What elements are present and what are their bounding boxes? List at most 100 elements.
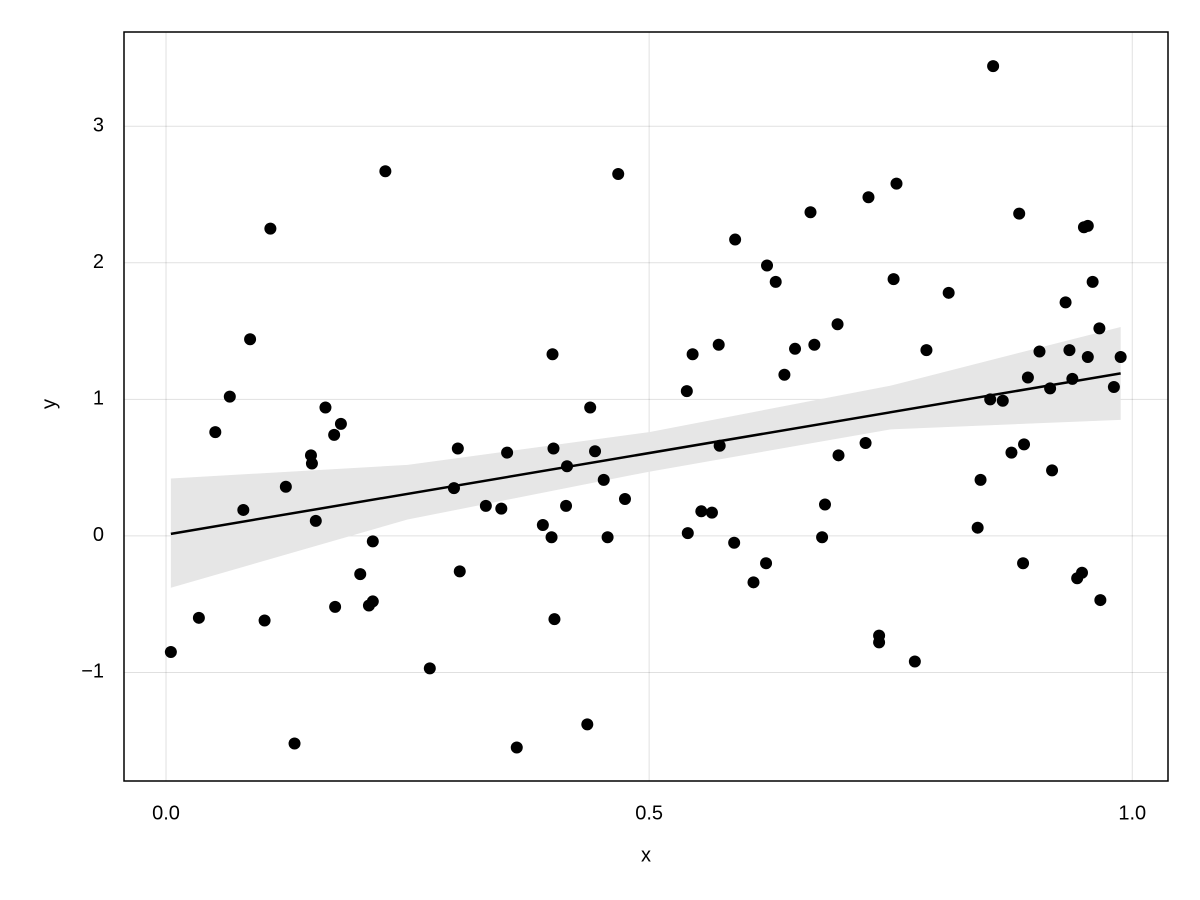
point	[258, 614, 271, 627]
point	[778, 368, 791, 381]
point	[618, 493, 631, 506]
point	[1086, 275, 1099, 288]
y-axis-label: y	[38, 399, 60, 409]
point	[873, 636, 886, 649]
point	[859, 437, 872, 450]
point	[319, 401, 332, 414]
point	[984, 393, 997, 406]
point	[536, 518, 549, 531]
point	[769, 275, 782, 288]
point	[816, 531, 829, 544]
point	[561, 460, 574, 473]
point	[334, 417, 347, 430]
point	[597, 473, 610, 486]
point	[309, 514, 322, 527]
point	[1013, 207, 1026, 220]
point	[705, 506, 718, 519]
point	[728, 536, 741, 549]
point	[501, 446, 514, 459]
point	[1059, 296, 1072, 309]
point	[192, 611, 205, 624]
point	[328, 428, 341, 441]
point	[1005, 446, 1018, 459]
x-tick-label: 0.0	[152, 802, 180, 824]
point	[329, 600, 342, 613]
point	[1066, 372, 1079, 385]
point	[354, 568, 367, 581]
y-tick-label: 2	[93, 251, 104, 273]
point	[279, 480, 292, 493]
point	[1107, 381, 1120, 394]
point	[862, 191, 875, 204]
point	[288, 737, 301, 750]
point	[712, 338, 725, 351]
point	[680, 385, 693, 398]
point	[942, 286, 955, 299]
point	[1017, 557, 1030, 570]
point	[681, 527, 694, 540]
x-axis-label: x	[641, 844, 651, 866]
point	[831, 318, 844, 331]
point	[1018, 438, 1031, 451]
point	[808, 338, 821, 351]
point	[1076, 566, 1089, 579]
point	[761, 259, 774, 272]
point	[1044, 382, 1057, 395]
x-tick-label: 1.0	[1118, 802, 1146, 824]
point	[818, 498, 831, 511]
point	[695, 505, 708, 518]
point	[832, 449, 845, 462]
point	[789, 342, 802, 355]
point	[453, 565, 466, 578]
point	[366, 535, 379, 548]
point	[584, 401, 597, 414]
point	[1093, 322, 1106, 335]
point	[1114, 350, 1127, 363]
y-tick-label: 0	[93, 524, 104, 546]
point	[1033, 345, 1046, 358]
point	[548, 613, 561, 626]
point	[447, 482, 460, 495]
point	[1081, 219, 1094, 232]
point	[887, 273, 900, 286]
point	[264, 222, 277, 235]
point	[612, 168, 625, 181]
point	[1094, 594, 1107, 607]
point	[546, 348, 559, 361]
point	[164, 645, 177, 658]
point	[581, 718, 594, 731]
point	[560, 499, 573, 512]
point	[987, 60, 1000, 73]
point	[379, 165, 392, 178]
point	[996, 394, 1009, 407]
point	[1046, 464, 1059, 477]
point	[479, 499, 492, 512]
point	[1021, 371, 1034, 384]
point	[890, 177, 903, 190]
point	[547, 442, 560, 455]
point	[747, 576, 760, 589]
point	[1063, 344, 1076, 357]
plot-frame	[123, 31, 1169, 782]
point	[713, 439, 726, 452]
point	[305, 457, 318, 470]
point	[908, 655, 921, 668]
point	[971, 521, 984, 534]
y-tick-label: −1	[81, 661, 104, 683]
point	[545, 531, 558, 544]
point	[510, 741, 523, 754]
point	[1081, 350, 1094, 363]
y-tick-label: 1	[93, 388, 104, 410]
point	[601, 531, 614, 544]
point	[920, 344, 933, 357]
point	[451, 442, 464, 455]
point	[223, 390, 236, 403]
point	[686, 348, 699, 361]
point	[974, 473, 987, 486]
point	[589, 445, 602, 458]
point	[423, 662, 436, 675]
point	[209, 426, 222, 439]
point	[366, 595, 379, 608]
point	[729, 233, 742, 246]
